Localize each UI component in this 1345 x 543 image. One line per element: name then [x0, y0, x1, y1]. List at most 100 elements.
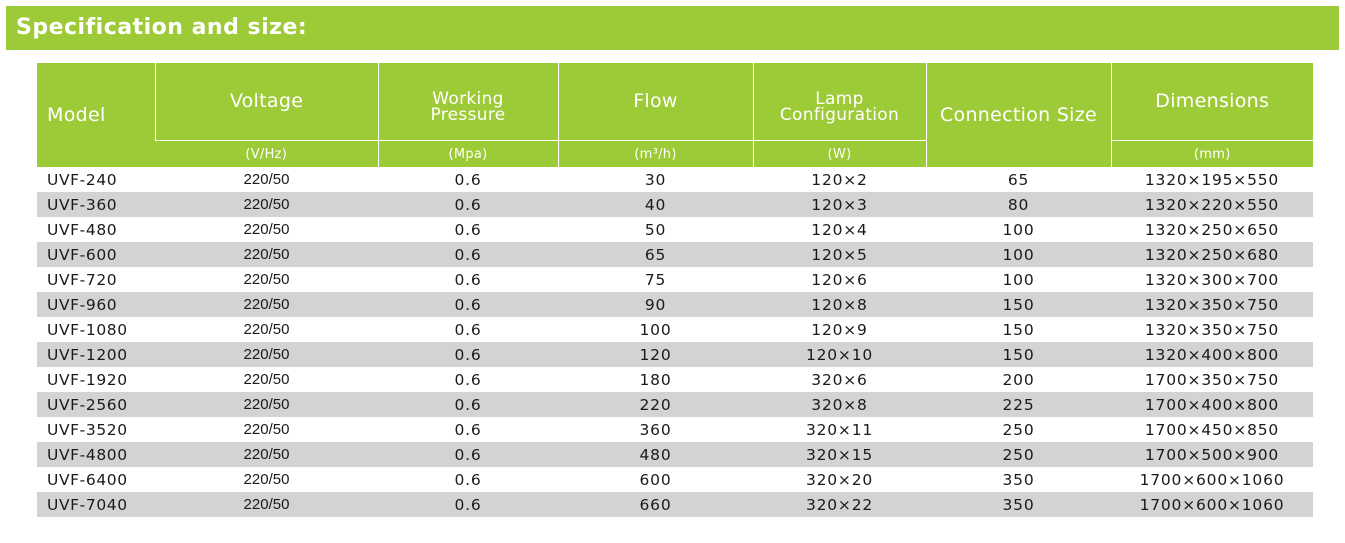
cell-flow: 360 — [639, 420, 672, 439]
cell-model: UVF-6400 — [47, 470, 128, 489]
column-header-dimensions: Dimensions — [1110, 63, 1313, 141]
cell-pressure: 0.6 — [378, 392, 558, 417]
cell-model: UVF-2560 — [37, 392, 155, 417]
cell-dimensions: 1320×250×650 — [1144, 220, 1280, 239]
cell-voltage: 220/50 — [155, 492, 378, 517]
column-header-flow: Flow — [557, 63, 753, 141]
cell-flow: 600 — [639, 470, 672, 489]
cell-voltage: 220/50 — [243, 471, 290, 488]
column-header-lamp-line2: Configuration — [779, 104, 900, 125]
cell-flow: 120 — [558, 342, 753, 367]
cell-voltage: 220/50 — [243, 271, 290, 288]
cell-flow: 75 — [644, 270, 667, 289]
header-row: Model Voltage Working Pressure Flow Lamp… — [37, 63, 1313, 167]
cell-model: UVF-4800 — [37, 442, 155, 467]
cell-dimensions: 1320×400×800 — [1111, 342, 1313, 367]
cell-voltage: 220/50 — [243, 171, 290, 188]
cell-connection: 250 — [926, 442, 1111, 467]
cell-dimensions: 1700×400×800 — [1111, 392, 1313, 417]
table-row: UVF-600 220/50 0.6 65 120×5 100 1320×250×680 — [37, 242, 1313, 267]
cell-dimensions: 1320×350×750 — [1111, 292, 1313, 317]
cell-model: UVF-1920 — [47, 370, 128, 389]
cell-pressure: 0.6 — [378, 242, 558, 267]
cell-lamp: 120×8 — [753, 292, 926, 317]
cell-voltage: 220/50 — [155, 242, 378, 267]
cell-voltage: 220/50 — [155, 192, 378, 217]
table-row: UVF-3520 220/50 0.6 360 320×11 250 1700×450×85… — [37, 417, 1313, 442]
cell-flow: 65 — [558, 242, 753, 267]
cell-model: UVF-3520 — [47, 420, 128, 439]
cell-voltage: 220/50 — [155, 442, 378, 467]
cell-dimensions: 1700×500×900 — [1111, 442, 1313, 467]
cell-pressure: 0.6 — [454, 170, 482, 189]
cell-connection: 100 — [1002, 220, 1035, 239]
cell-model: UVF-1200 — [37, 342, 155, 367]
cell-lamp: 120×9 — [811, 320, 868, 339]
cell-pressure: 0.6 — [378, 442, 558, 467]
cell-dimensions: 1320×300×700 — [1144, 270, 1280, 289]
cell-lamp: 320×22 — [753, 492, 926, 517]
column-header-connection-size: Connection Size — [925, 63, 1111, 167]
cell-flow: 50 — [644, 220, 667, 239]
column-header-lamp-configuration: Lamp Configuration — [752, 63, 926, 141]
table-row: UVF-1200 220/50 0.6 120 120×10 150 1320×400×80… — [37, 342, 1313, 367]
cell-voltage: 220/50 — [155, 292, 378, 317]
cell-dimensions: 1700×600×1060 — [1139, 470, 1285, 489]
cell-pressure: 0.6 — [378, 292, 558, 317]
cell-connection: 100 — [926, 242, 1111, 267]
cell-pressure: 0.6 — [454, 220, 482, 239]
cell-lamp: 120×10 — [753, 342, 926, 367]
table-row: UVF-480 220/50 0.6 50 120×4 100 1320×250×650 — [37, 217, 1313, 242]
cell-dimensions: 1700×450×850 — [1144, 420, 1280, 439]
cell-flow: 660 — [558, 492, 753, 517]
cell-model: UVF-240 — [47, 170, 118, 189]
cell-model: UVF-960 — [37, 292, 155, 317]
cell-connection: 150 — [926, 292, 1111, 317]
column-header-working-pressure-line2: Pressure — [430, 104, 506, 125]
cell-connection: 65 — [1007, 170, 1030, 189]
cell-lamp: 120×2 — [811, 170, 868, 189]
specification-table: Model Voltage Working Pressure Flow Lamp… — [37, 63, 1313, 517]
cell-pressure: 0.6 — [454, 270, 482, 289]
column-header-working-pressure-line1: Working — [432, 88, 504, 109]
cell-model: UVF-480 — [47, 220, 118, 239]
cell-connection: 350 — [926, 492, 1111, 517]
cell-model: UVF-360 — [37, 192, 155, 217]
unit-lamp: (W) — [752, 140, 926, 167]
table-row: UVF-960 220/50 0.6 90 120×8 150 1320×350×750 — [37, 292, 1313, 317]
cell-dimensions: 1700×600×1060 — [1111, 492, 1313, 517]
cell-flow: 90 — [558, 292, 753, 317]
cell-connection: 200 — [1002, 370, 1035, 389]
cell-voltage: 220/50 — [243, 371, 290, 388]
cell-voltage: 220/50 — [243, 221, 290, 238]
table-row: UVF-6400 220/50 0.6 600 320×20 350 1700×600×10… — [37, 467, 1313, 492]
cell-model: UVF-600 — [37, 242, 155, 267]
cell-lamp: 120×6 — [811, 270, 868, 289]
cell-pressure: 0.6 — [378, 342, 558, 367]
cell-lamp: 120×4 — [811, 220, 868, 239]
cell-dimensions: 1320×250×680 — [1111, 242, 1313, 267]
cell-dimensions: 1320×350×750 — [1144, 320, 1280, 339]
cell-connection: 250 — [1002, 420, 1035, 439]
cell-pressure: 0.6 — [454, 320, 482, 339]
cell-lamp: 320×11 — [805, 420, 874, 439]
cell-model: UVF-1080 — [47, 320, 128, 339]
cell-lamp: 320×15 — [753, 442, 926, 467]
table-row: UVF-1080 220/50 0.6 100 120×9 150 1320×350×750 — [37, 317, 1313, 342]
table-row: UVF-7040 220/50 0.6 660 320×22 350 1700×600×10… — [37, 492, 1313, 517]
table-row: UVF-4800 220/50 0.6 480 320×15 250 1700×500×90… — [37, 442, 1313, 467]
cell-lamp: 120×3 — [753, 192, 926, 217]
cell-pressure: 0.6 — [454, 370, 482, 389]
cell-model: UVF-720 — [47, 270, 118, 289]
cell-voltage: 220/50 — [155, 342, 378, 367]
column-header-working-pressure: Working Pressure — [377, 63, 558, 141]
cell-model: UVF-7040 — [37, 492, 155, 517]
cell-flow: 100 — [639, 320, 672, 339]
cell-lamp: 320×20 — [805, 470, 874, 489]
unit-row: (V/Hz) (Mpa) (m³/h) (W) (mm) — [37, 140, 1313, 167]
table-row: UVF-1920 220/50 0.6 180 320×6 200 1700×350×750 — [37, 367, 1313, 392]
unit-voltage: (V/Hz) — [155, 140, 378, 167]
column-header-model: Model — [37, 63, 155, 167]
cell-lamp: 120×5 — [753, 242, 926, 267]
table-row: UVF-240 220/50 0.6 30 120×2 65 1320×195×550 — [37, 167, 1313, 192]
